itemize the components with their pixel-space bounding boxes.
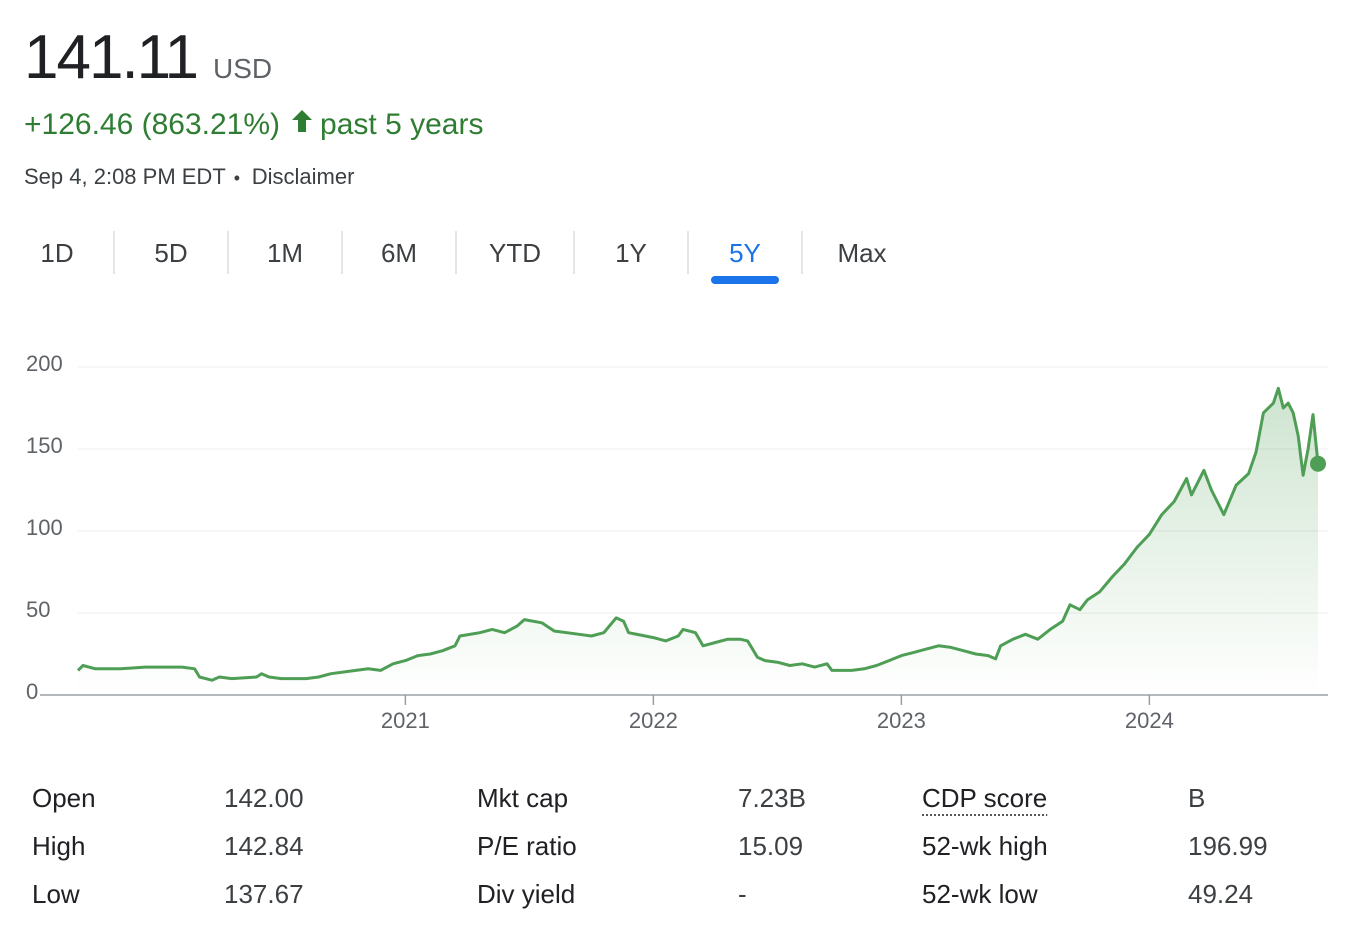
- timestamp: Sep 4, 2:08 PM EDT: [24, 164, 226, 189]
- stat-value: 137.67: [224, 879, 304, 909]
- selected-indicator: [711, 276, 779, 284]
- stat-label: Low: [32, 879, 80, 909]
- stat-label: 52-wk high: [922, 831, 1048, 861]
- stat-label: Div yield: [477, 879, 575, 909]
- range-tabs: 1D 5D 1M 6M YTD 1Y 5Y Max: [40, 231, 887, 284]
- range-tab[interactable]: YTD: [489, 238, 541, 268]
- range-tab[interactable]: 1Y: [615, 238, 647, 268]
- stat-value: 142.84: [224, 831, 304, 861]
- stat-label: P/E ratio: [477, 831, 577, 861]
- stat-label: 52-wk low: [922, 879, 1038, 909]
- x-tick-label: 2022: [629, 708, 678, 733]
- currency: USD: [213, 53, 272, 84]
- stat-value: 196.99: [1188, 831, 1268, 861]
- stat-value: -: [738, 879, 747, 909]
- range-tab[interactable]: 5D: [154, 238, 187, 268]
- y-tick-label: 200: [26, 351, 63, 376]
- stat-value: 7.23B: [738, 783, 806, 813]
- x-tick-label: 2024: [1125, 708, 1174, 733]
- up-arrow: [292, 110, 313, 132]
- x-tick-label: 2021: [381, 708, 430, 733]
- range-tab[interactable]: 6M: [381, 238, 417, 268]
- y-tick-label: 50: [26, 597, 50, 622]
- stat-label: High: [32, 831, 85, 861]
- stat-value: 142.00: [224, 783, 304, 813]
- range-tab[interactable]: 1D: [40, 238, 73, 268]
- price-line: [76, 386, 1320, 682]
- price: 141.11: [24, 23, 197, 92]
- stat-value: 15.09: [738, 831, 803, 861]
- x-tick-label: 2023: [877, 708, 926, 733]
- range-tab[interactable]: 5Y: [729, 238, 761, 268]
- stat-label: Mkt cap: [477, 783, 568, 813]
- stat-label: Open: [32, 783, 96, 813]
- last-point: [1310, 455, 1326, 472]
- chart: 0 50 100 150 200 2021 2022 2023 2024: [26, 351, 1328, 733]
- y-tick-label: 0: [26, 679, 38, 704]
- area-fill: [78, 388, 1318, 695]
- separator: •: [234, 168, 240, 188]
- disclaimer-link[interactable]: Disclaimer: [252, 164, 355, 189]
- stats-table: Open 142.00 Mkt cap 7.23B CDP score B High 142.…: [32, 783, 1268, 909]
- stat-value: 49.24: [1188, 879, 1253, 909]
- y-tick-label: 150: [26, 433, 63, 458]
- stat-label: CDP score: [922, 783, 1047, 813]
- price-change: +126.46 (863.21%): [24, 108, 280, 141]
- range-tab[interactable]: Max: [837, 238, 886, 268]
- range-tab[interactable]: 1M: [267, 238, 303, 268]
- y-tick-label: 100: [26, 515, 63, 540]
- stat-value: B: [1188, 783, 1205, 813]
- change-period: past 5 years: [320, 108, 483, 141]
